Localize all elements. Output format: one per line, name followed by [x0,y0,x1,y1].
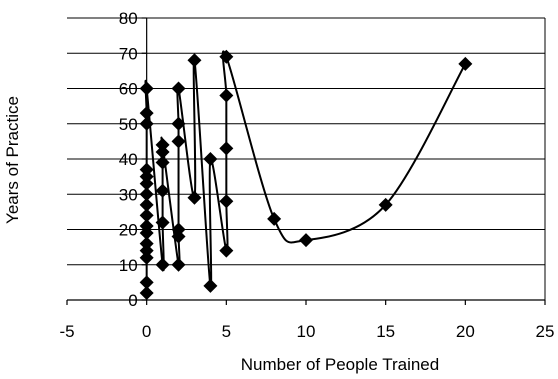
y-tick-label-1: 10 [119,256,138,275]
data-point-4 [139,236,154,251]
data-point-40 [458,56,473,71]
axes [66,17,546,305]
y-tick-label-6: 60 [119,80,138,99]
data-point-34 [219,141,234,156]
data-point-23 [171,229,186,244]
data-point-20 [155,144,170,159]
series-line-group [144,50,467,293]
data-point-35 [219,88,234,103]
x-tick-label-0: -5 [59,322,74,341]
gridlines [67,17,546,300]
data-point-27 [171,81,186,96]
x-tick-label-6: 25 [536,322,555,341]
data-point-15 [139,81,154,96]
data-point-21 [155,137,170,152]
data-point-39 [378,197,393,212]
y-tick-label-8: 80 [119,9,138,28]
data-point-14 [139,106,154,121]
data-point-8 [139,197,154,212]
data-point-19 [155,155,170,170]
data-point-32 [219,243,234,258]
data-point-16 [155,257,170,272]
data-point-3 [139,243,154,258]
x-tick-label-1: 0 [142,322,151,341]
data-point-38 [299,233,313,248]
x-tick-label-4: 15 [376,322,395,341]
data-point-12 [139,162,154,177]
data-point-5 [139,226,154,241]
data-point-30 [203,278,218,293]
data-point-17 [155,215,170,230]
y-axis-title: Years of Practice [3,96,22,224]
data-point-9 [139,187,154,202]
data-point-26 [171,116,186,131]
data-point-31 [203,152,218,166]
data-point-10 [139,176,154,191]
data-point-18 [155,183,170,198]
data-point-28 [187,190,202,205]
data-point-7 [139,208,154,223]
x-tick-label-5: 20 [456,322,475,341]
y-tick-label-4: 40 [119,150,138,169]
x-axis-title: Number of People Trained [241,355,439,374]
data-point-6 [139,218,154,233]
series-line [144,50,467,293]
y-tick-label-2: 20 [119,221,138,240]
data-point-11 [139,169,154,184]
markers [139,49,473,300]
data-point-29 [187,53,202,68]
data-point-36 [219,49,234,64]
y-tick-label-7: 70 [119,44,138,63]
data-point-1 [139,275,154,290]
data-point-0 [139,285,154,300]
y-tick-labels: 0 10 20 30 40 50 60 70 80 [119,9,138,310]
data-point-22 [171,257,186,272]
data-point-37 [267,211,282,226]
y-tick-label-3: 30 [119,185,138,204]
data-point-25 [171,134,186,149]
data-point-33 [219,194,234,209]
data-point-24 [171,222,186,237]
data-point-2 [139,250,154,265]
data-point-13 [139,116,154,131]
y-tick-label-0: 0 [128,291,137,310]
y-tick-label-5: 50 [119,115,138,134]
x-tick-label-3: 10 [297,322,316,341]
x-tick-label-2: 5 [222,322,231,341]
x-tick-labels: -5 0 5 10 15 20 25 [59,322,554,341]
